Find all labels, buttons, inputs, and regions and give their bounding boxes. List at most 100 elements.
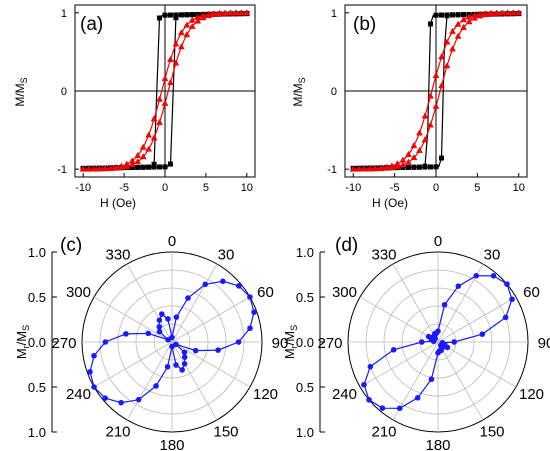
angle-tick-label: 180 [425, 437, 450, 451]
polar-spoke [171, 296, 251, 343]
panel-c: (c) Mr/MS 0 30 60 90 120 150 180 210 240 270 300 33… [14, 233, 288, 451]
data-point-square [400, 164, 406, 170]
polar-data-point [156, 328, 163, 335]
x-axis-label-b: H (Oe) [372, 196, 408, 210]
polar-data-point [251, 309, 257, 315]
data-point-triangle [221, 9, 229, 16]
x-tick-label: -5 [390, 182, 400, 194]
polar-data-point [145, 330, 152, 337]
polar-spoke [359, 296, 439, 343]
y-axis-label-c: Mr/MS [14, 325, 31, 359]
polar-data-point [455, 283, 462, 289]
data-point-triangle [243, 9, 251, 16]
data-point-triangle [482, 11, 489, 18]
data-point-square [162, 12, 168, 18]
radial-tick-label: 0.5 [28, 380, 46, 395]
data-point-triangle [460, 23, 467, 30]
data-point-triangle [493, 9, 501, 16]
data-point-triangle [416, 146, 423, 153]
polar-data-point [509, 296, 515, 303]
radial-tick-label: 1.0 [296, 245, 314, 260]
polar-data-point [91, 384, 97, 390]
radial-tick-label: 1.0 [28, 425, 46, 440]
angle-tick-label: 330 [105, 247, 130, 264]
data-point-triangle [210, 10, 218, 17]
data-point-triangle [388, 164, 396, 171]
data-point-square [151, 164, 157, 170]
data-point-triangle [399, 161, 407, 168]
x-axis-label-a: H (Oe) [100, 196, 136, 210]
y-tick-label: 1 [331, 8, 337, 20]
data-point-triangle [85, 165, 92, 172]
polar-data-point [236, 283, 242, 289]
panel-a: (a) H (Oe) M/MS -10 -5 0 5 10-101 [13, 4, 256, 210]
data-point-triangle [199, 14, 207, 21]
data-point-triangle [194, 17, 202, 24]
data-point-triangle [371, 165, 379, 172]
polar-data-point [102, 339, 109, 345]
polar-data-point [202, 281, 209, 288]
polar-data-point [164, 364, 171, 370]
polar-data-point [390, 347, 397, 353]
polar-spoke [437, 341, 517, 388]
data-point-triangle [460, 16, 467, 23]
data-point-triangle [123, 162, 131, 169]
radial-tick-label: 0.0 [28, 335, 46, 350]
data-point-triangle [405, 150, 412, 157]
data-point-triangle [139, 143, 147, 150]
polar-data-point [185, 295, 191, 301]
data-point-triangle [449, 45, 456, 52]
radial-tick-label: 1.0 [296, 425, 314, 440]
x-tick-label: 5 [474, 182, 480, 194]
data-point-triangle [188, 22, 196, 29]
angle-tick-label: 30 [484, 247, 501, 264]
radial-tick-label: 0.5 [296, 380, 314, 395]
polar-data-point [379, 405, 386, 411]
data-point-triangle [454, 32, 462, 39]
x-tick-label: 5 [203, 182, 209, 194]
data-point-triangle [405, 158, 412, 165]
polar-data-point [91, 352, 97, 359]
data-point-triangle [509, 9, 517, 16]
svg-text:M/MS: M/MS [13, 77, 29, 106]
x-tick-label: -10 [345, 182, 361, 194]
polar-data-point [153, 383, 159, 389]
data-point-triangle [355, 165, 363, 172]
polar-data-point [396, 405, 403, 412]
data-point-triangle [443, 62, 451, 69]
data-point-square [129, 164, 135, 170]
data-point-triangle [449, 27, 456, 34]
x-tick-label: 0 [162, 182, 168, 194]
svg-text:M/MS: M/MS [291, 77, 307, 106]
radial-tick-label: 0.5 [28, 290, 46, 305]
x-tick-label: -5 [119, 182, 129, 194]
data-point-triangle [476, 12, 484, 19]
data-point-triangle [118, 163, 125, 171]
polar-data-point [123, 331, 129, 337]
data-point-triangle [454, 20, 462, 27]
data-point-triangle [139, 153, 147, 160]
data-point-triangle [432, 102, 440, 109]
polar-data-point [87, 369, 93, 375]
polar-data-point [247, 325, 253, 332]
angle-tick-label: 300 [66, 284, 91, 301]
polar-data-point [235, 339, 242, 345]
angle-tick-label: 60 [257, 284, 274, 301]
polar-data-point [173, 314, 180, 320]
data-point-triangle [360, 165, 368, 172]
angle-tick-label: 210 [105, 423, 130, 440]
y-tick-label: 1 [61, 8, 67, 20]
data-point-square [416, 164, 422, 170]
data-point-triangle [216, 10, 223, 17]
data-point-square [162, 164, 168, 170]
data-point-square [461, 12, 467, 18]
plot-area-a: -10 -5 0 5 10-101 [57, 4, 256, 194]
data-point-square [178, 12, 184, 18]
polar-data-point [220, 278, 226, 285]
data-point-triangle [96, 165, 103, 172]
data-point-triangle [101, 165, 109, 172]
panel-label-d: (d) [335, 235, 358, 256]
data-point-triangle [410, 142, 418, 149]
data-point-square [427, 164, 433, 170]
